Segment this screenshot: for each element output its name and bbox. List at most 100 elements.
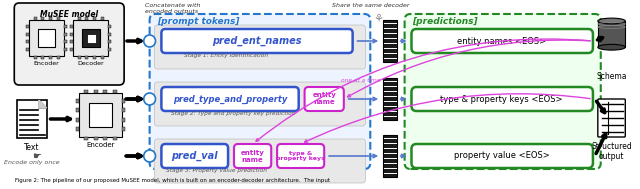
FancyArrowPatch shape: [126, 154, 141, 158]
Text: Figure 2: The pipeline of our proposed MuSEE model, which is built on an encoder: Figure 2: The pipeline of our proposed M…: [15, 178, 330, 183]
FancyArrowPatch shape: [127, 97, 141, 101]
FancyBboxPatch shape: [383, 78, 397, 120]
FancyArrowPatch shape: [126, 97, 141, 101]
FancyBboxPatch shape: [108, 25, 111, 28]
FancyArrowPatch shape: [329, 154, 376, 158]
FancyBboxPatch shape: [108, 33, 111, 36]
Text: Encoder: Encoder: [34, 61, 60, 66]
FancyBboxPatch shape: [76, 127, 79, 131]
FancyBboxPatch shape: [70, 25, 73, 28]
FancyArrowPatch shape: [51, 117, 70, 121]
FancyBboxPatch shape: [154, 139, 365, 183]
FancyBboxPatch shape: [277, 144, 324, 168]
FancyBboxPatch shape: [29, 20, 64, 56]
Text: ⚘: ⚘: [373, 14, 383, 24]
FancyBboxPatch shape: [122, 118, 125, 122]
FancyBboxPatch shape: [26, 25, 29, 28]
FancyBboxPatch shape: [122, 108, 125, 112]
FancyBboxPatch shape: [86, 56, 88, 59]
FancyBboxPatch shape: [100, 17, 104, 20]
FancyBboxPatch shape: [14, 3, 124, 85]
Text: pred_type_and_property: pred_type_and_property: [173, 94, 287, 104]
FancyArrowPatch shape: [127, 39, 141, 43]
FancyBboxPatch shape: [154, 25, 365, 69]
FancyArrowPatch shape: [401, 39, 405, 43]
FancyArrowPatch shape: [596, 101, 605, 113]
Text: [predictions]: [predictions]: [412, 17, 478, 26]
FancyBboxPatch shape: [64, 25, 67, 28]
FancyArrowPatch shape: [348, 40, 590, 97]
Text: +: +: [146, 94, 154, 104]
Text: type & property keys <EOS>: type & property keys <EOS>: [440, 94, 563, 104]
Polygon shape: [39, 100, 47, 108]
Text: Encoder: Encoder: [86, 142, 115, 148]
Text: type &
property keys: type & property keys: [276, 151, 325, 161]
Text: Stage 3: Property value prediction: Stage 3: Property value prediction: [166, 168, 268, 173]
FancyBboxPatch shape: [76, 118, 79, 122]
FancyBboxPatch shape: [89, 103, 113, 127]
FancyBboxPatch shape: [598, 21, 625, 47]
FancyBboxPatch shape: [100, 56, 104, 59]
Text: Share the same decoder: Share the same decoder: [332, 3, 409, 8]
FancyBboxPatch shape: [154, 82, 365, 126]
FancyBboxPatch shape: [108, 40, 111, 43]
FancyBboxPatch shape: [305, 87, 344, 111]
FancyBboxPatch shape: [93, 17, 96, 20]
FancyBboxPatch shape: [79, 93, 122, 137]
FancyArrowPatch shape: [597, 37, 602, 40]
FancyArrowPatch shape: [401, 154, 405, 158]
FancyBboxPatch shape: [113, 90, 116, 93]
FancyBboxPatch shape: [64, 33, 67, 36]
Text: Encode only once: Encode only once: [4, 160, 60, 165]
FancyBboxPatch shape: [94, 137, 98, 140]
FancyBboxPatch shape: [64, 48, 67, 51]
FancyBboxPatch shape: [598, 99, 625, 137]
FancyBboxPatch shape: [34, 56, 36, 59]
FancyBboxPatch shape: [57, 56, 60, 59]
FancyBboxPatch shape: [84, 137, 88, 140]
FancyBboxPatch shape: [161, 144, 228, 168]
FancyBboxPatch shape: [383, 135, 397, 177]
FancyBboxPatch shape: [122, 99, 125, 103]
FancyBboxPatch shape: [412, 144, 593, 168]
FancyBboxPatch shape: [122, 127, 125, 131]
FancyArrowPatch shape: [401, 97, 405, 101]
FancyBboxPatch shape: [70, 33, 73, 36]
FancyBboxPatch shape: [82, 29, 100, 47]
FancyBboxPatch shape: [76, 108, 79, 112]
Text: entity
name: entity name: [312, 92, 336, 105]
FancyBboxPatch shape: [70, 40, 73, 43]
Text: Text: Text: [24, 143, 40, 152]
FancyArrowPatch shape: [305, 94, 590, 142]
Ellipse shape: [598, 18, 625, 24]
FancyArrowPatch shape: [357, 39, 376, 43]
FancyBboxPatch shape: [404, 14, 601, 169]
FancyBboxPatch shape: [78, 17, 81, 20]
Text: Schema: Schema: [596, 72, 627, 81]
FancyBboxPatch shape: [42, 17, 44, 20]
FancyBboxPatch shape: [113, 137, 116, 140]
Text: +: +: [146, 36, 154, 46]
FancyBboxPatch shape: [383, 20, 397, 62]
FancyBboxPatch shape: [103, 90, 108, 93]
Text: property value <EOS>: property value <EOS>: [454, 152, 550, 160]
Text: pred_val: pred_val: [172, 151, 218, 161]
FancyArrowPatch shape: [349, 97, 376, 101]
Ellipse shape: [598, 44, 625, 50]
Text: Stage 2: Type and property key prediction: Stage 2: Type and property key predictio…: [171, 111, 296, 116]
FancyBboxPatch shape: [49, 17, 52, 20]
FancyBboxPatch shape: [64, 40, 67, 43]
Text: entity
name: entity name: [241, 149, 264, 163]
FancyBboxPatch shape: [26, 33, 29, 36]
FancyBboxPatch shape: [17, 100, 47, 138]
FancyBboxPatch shape: [26, 48, 29, 51]
FancyArrowPatch shape: [256, 39, 590, 141]
FancyBboxPatch shape: [84, 90, 88, 93]
Text: Structured
output: Structured output: [591, 142, 632, 161]
FancyBboxPatch shape: [70, 48, 73, 51]
FancyBboxPatch shape: [78, 56, 81, 59]
FancyBboxPatch shape: [103, 137, 108, 140]
FancyBboxPatch shape: [161, 29, 353, 53]
FancyBboxPatch shape: [94, 90, 98, 93]
FancyBboxPatch shape: [49, 56, 52, 59]
